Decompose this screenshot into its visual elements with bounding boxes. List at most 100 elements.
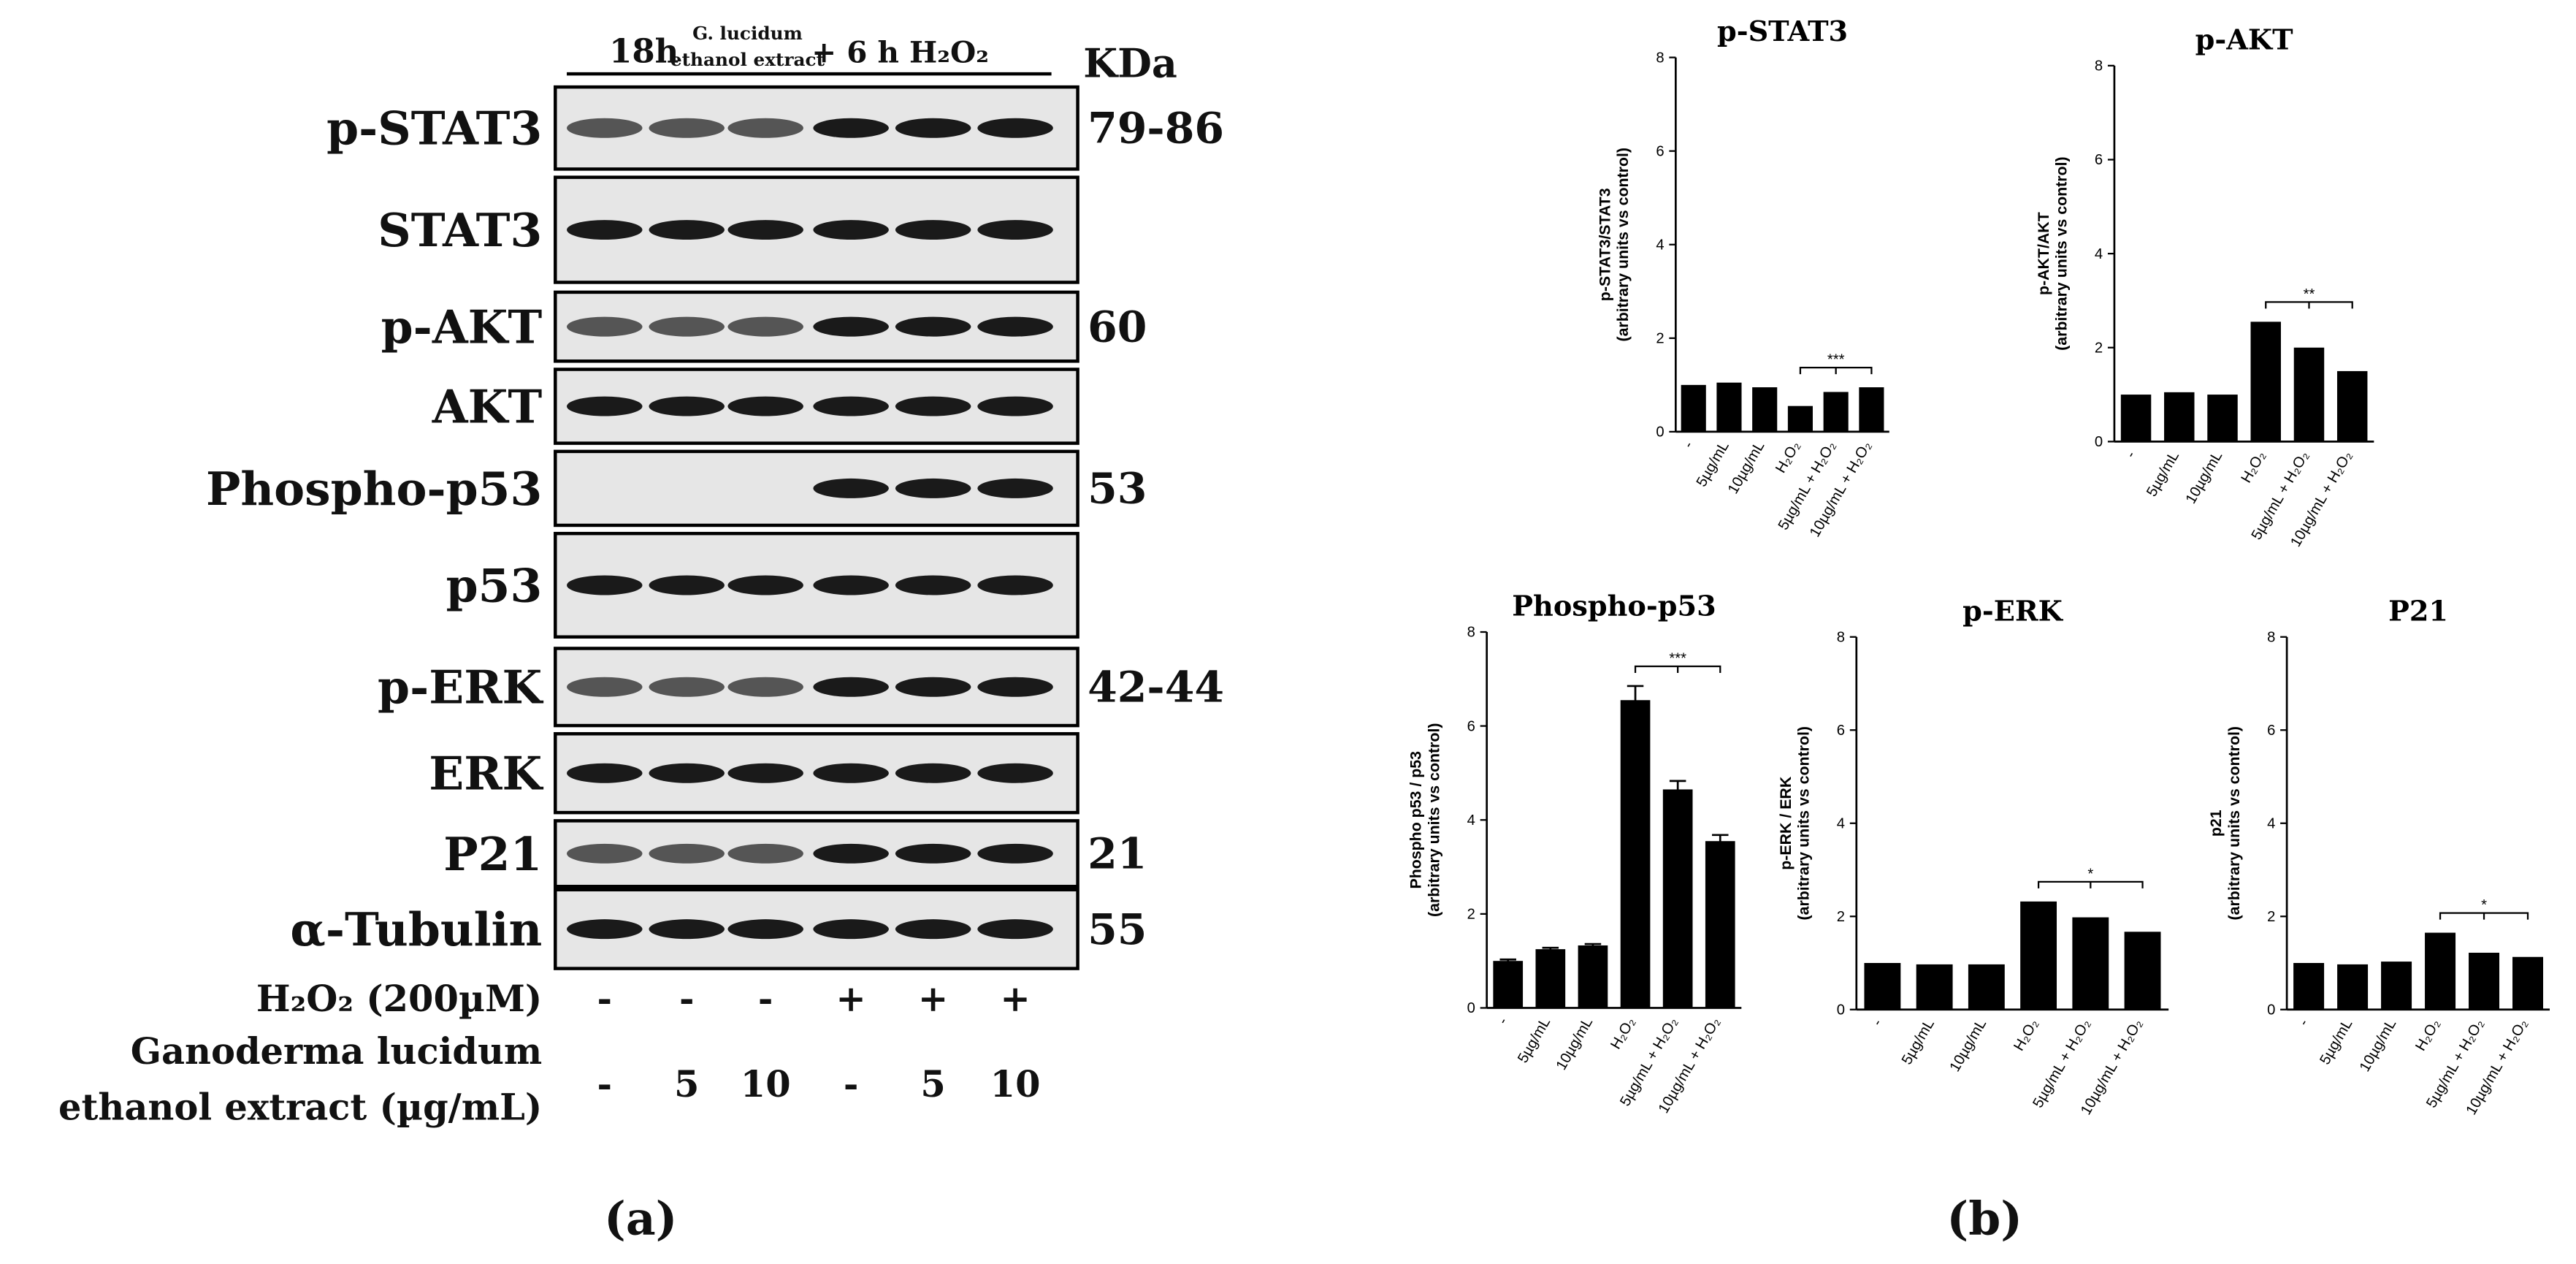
band — [977, 763, 1053, 783]
x-tick-label: 5µg/mL + H₂O₂ — [2030, 1016, 2093, 1111]
band — [813, 919, 889, 940]
bar — [2250, 321, 2281, 442]
y-tick-label: 8 — [1837, 629, 1845, 645]
band — [567, 220, 643, 240]
band — [649, 396, 725, 416]
lane-value: - — [597, 978, 612, 1020]
x-tick-label: 5µg/mL — [1899, 1016, 1938, 1067]
y-axis-label: (arbitrary units vs control) — [2225, 726, 2243, 921]
band — [727, 763, 803, 783]
band — [727, 677, 803, 697]
row-label: Phospho-p53 — [206, 462, 542, 516]
bar — [1662, 789, 1693, 1008]
error-bar — [1584, 943, 1602, 947]
header-extract: G. lucidum — [692, 23, 803, 44]
band — [567, 843, 643, 864]
lane-value: + — [1000, 978, 1030, 1020]
x-tick-label: 5µg/mL — [1694, 438, 1732, 490]
y-tick-label: 0 — [2095, 434, 2103, 450]
band — [727, 843, 803, 864]
bar — [1787, 406, 1813, 432]
y-axis-label: p-AKT/AKT — [2035, 212, 2052, 295]
bar — [2337, 964, 2369, 1010]
lane-value: + — [918, 978, 948, 1020]
significance-label: * — [2087, 866, 2093, 882]
y-tick-label: 6 — [1837, 723, 1845, 739]
y-axis-label: p-ERK / ERK — [1777, 776, 1795, 870]
band — [895, 763, 971, 783]
band — [567, 396, 643, 416]
band — [567, 575, 643, 595]
y-axis-label: p21 — [2207, 810, 2225, 837]
band — [649, 118, 725, 138]
panel-label: (b) — [1946, 1192, 2022, 1246]
header-unit: KDa — [1083, 40, 1177, 87]
band — [649, 575, 725, 595]
band — [567, 763, 643, 783]
row-label: STAT3 — [378, 203, 542, 257]
chart-title: Phospho-p53 — [1512, 590, 1716, 623]
y-tick-label: 0 — [1837, 1002, 1845, 1019]
x-tick-label: H₂O₂ — [2412, 1016, 2443, 1054]
header-treatment: + 6 h H₂O₂ — [811, 34, 989, 69]
significance-bracket — [2037, 880, 2144, 888]
x-tick-label: 10µg/mL — [2183, 449, 2226, 506]
y-axis-label: Phospho p53 / p53 — [1407, 751, 1425, 889]
y-tick-label: 6 — [1467, 718, 1475, 734]
band — [895, 575, 971, 595]
bar — [2469, 952, 2500, 1010]
x-tick-label: 10µg/mL — [2357, 1016, 2400, 1074]
band — [727, 316, 803, 337]
lane-value: - — [758, 978, 773, 1020]
significance-bracket — [1799, 366, 1873, 375]
band — [813, 575, 889, 595]
band — [895, 396, 971, 416]
lane-value: 5 — [920, 1063, 945, 1105]
x-tick-label: H₂O₂ — [1773, 438, 1803, 476]
band — [649, 763, 725, 783]
y-tick-label: 0 — [2267, 1002, 2275, 1019]
bar — [2425, 932, 2456, 1010]
bar — [2336, 370, 2368, 442]
band — [895, 316, 971, 337]
header-extract: ethanol extract — [670, 49, 825, 70]
row-label: ERK — [429, 747, 543, 801]
bar — [1493, 961, 1524, 1008]
bar-chart: 0 2 4 6 8 p-AKT p-AKT/AKT (arbitrary units vs c… — [2035, 23, 2374, 549]
treatment-label: Ganoderma lucidum — [131, 1030, 543, 1073]
significance-label: * — [2481, 897, 2487, 913]
kda-label: 21 — [1088, 829, 1147, 879]
x-tick-label: - — [1495, 1015, 1511, 1027]
bar — [1864, 963, 1901, 1010]
bar — [1859, 387, 1884, 432]
x-tick-label: - — [1869, 1016, 1885, 1029]
x-tick-label: 5µg/mL — [1515, 1015, 1553, 1066]
band — [649, 843, 725, 864]
band — [977, 575, 1053, 595]
band — [649, 316, 725, 337]
bar — [2207, 395, 2238, 442]
band — [727, 220, 803, 240]
band — [977, 919, 1053, 940]
x-tick-label: 5µg/mL — [2317, 1016, 2355, 1067]
bar — [2164, 392, 2195, 442]
bar — [2381, 962, 2412, 1010]
y-tick-label: 2 — [2267, 909, 2275, 925]
band — [977, 396, 1053, 416]
y-tick-label: 6 — [1656, 143, 1664, 159]
bar — [2120, 395, 2152, 442]
chart-title: p-AKT — [2195, 23, 2293, 56]
band — [977, 843, 1053, 864]
band — [649, 677, 725, 697]
bar-chart: 0 2 4 6 8 p-STAT3 p-STAT3/STAT3 (arbitrary unit… — [1596, 15, 1889, 540]
row-label: α-Tubulin — [290, 902, 542, 956]
error-bar — [1669, 780, 1686, 799]
lane-value: 10 — [741, 1063, 791, 1105]
y-axis-label: (arbitrary units vs control) — [1425, 723, 1442, 917]
chart-title: P21 — [2388, 595, 2448, 628]
band — [813, 396, 889, 416]
y-axis-label: p-STAT3/STAT3 — [1596, 188, 1613, 301]
band — [977, 118, 1053, 138]
blot-panel: 18h G. lucidum ethanol extract+ 6 h H₂O₂ KD… — [58, 23, 1224, 1128]
